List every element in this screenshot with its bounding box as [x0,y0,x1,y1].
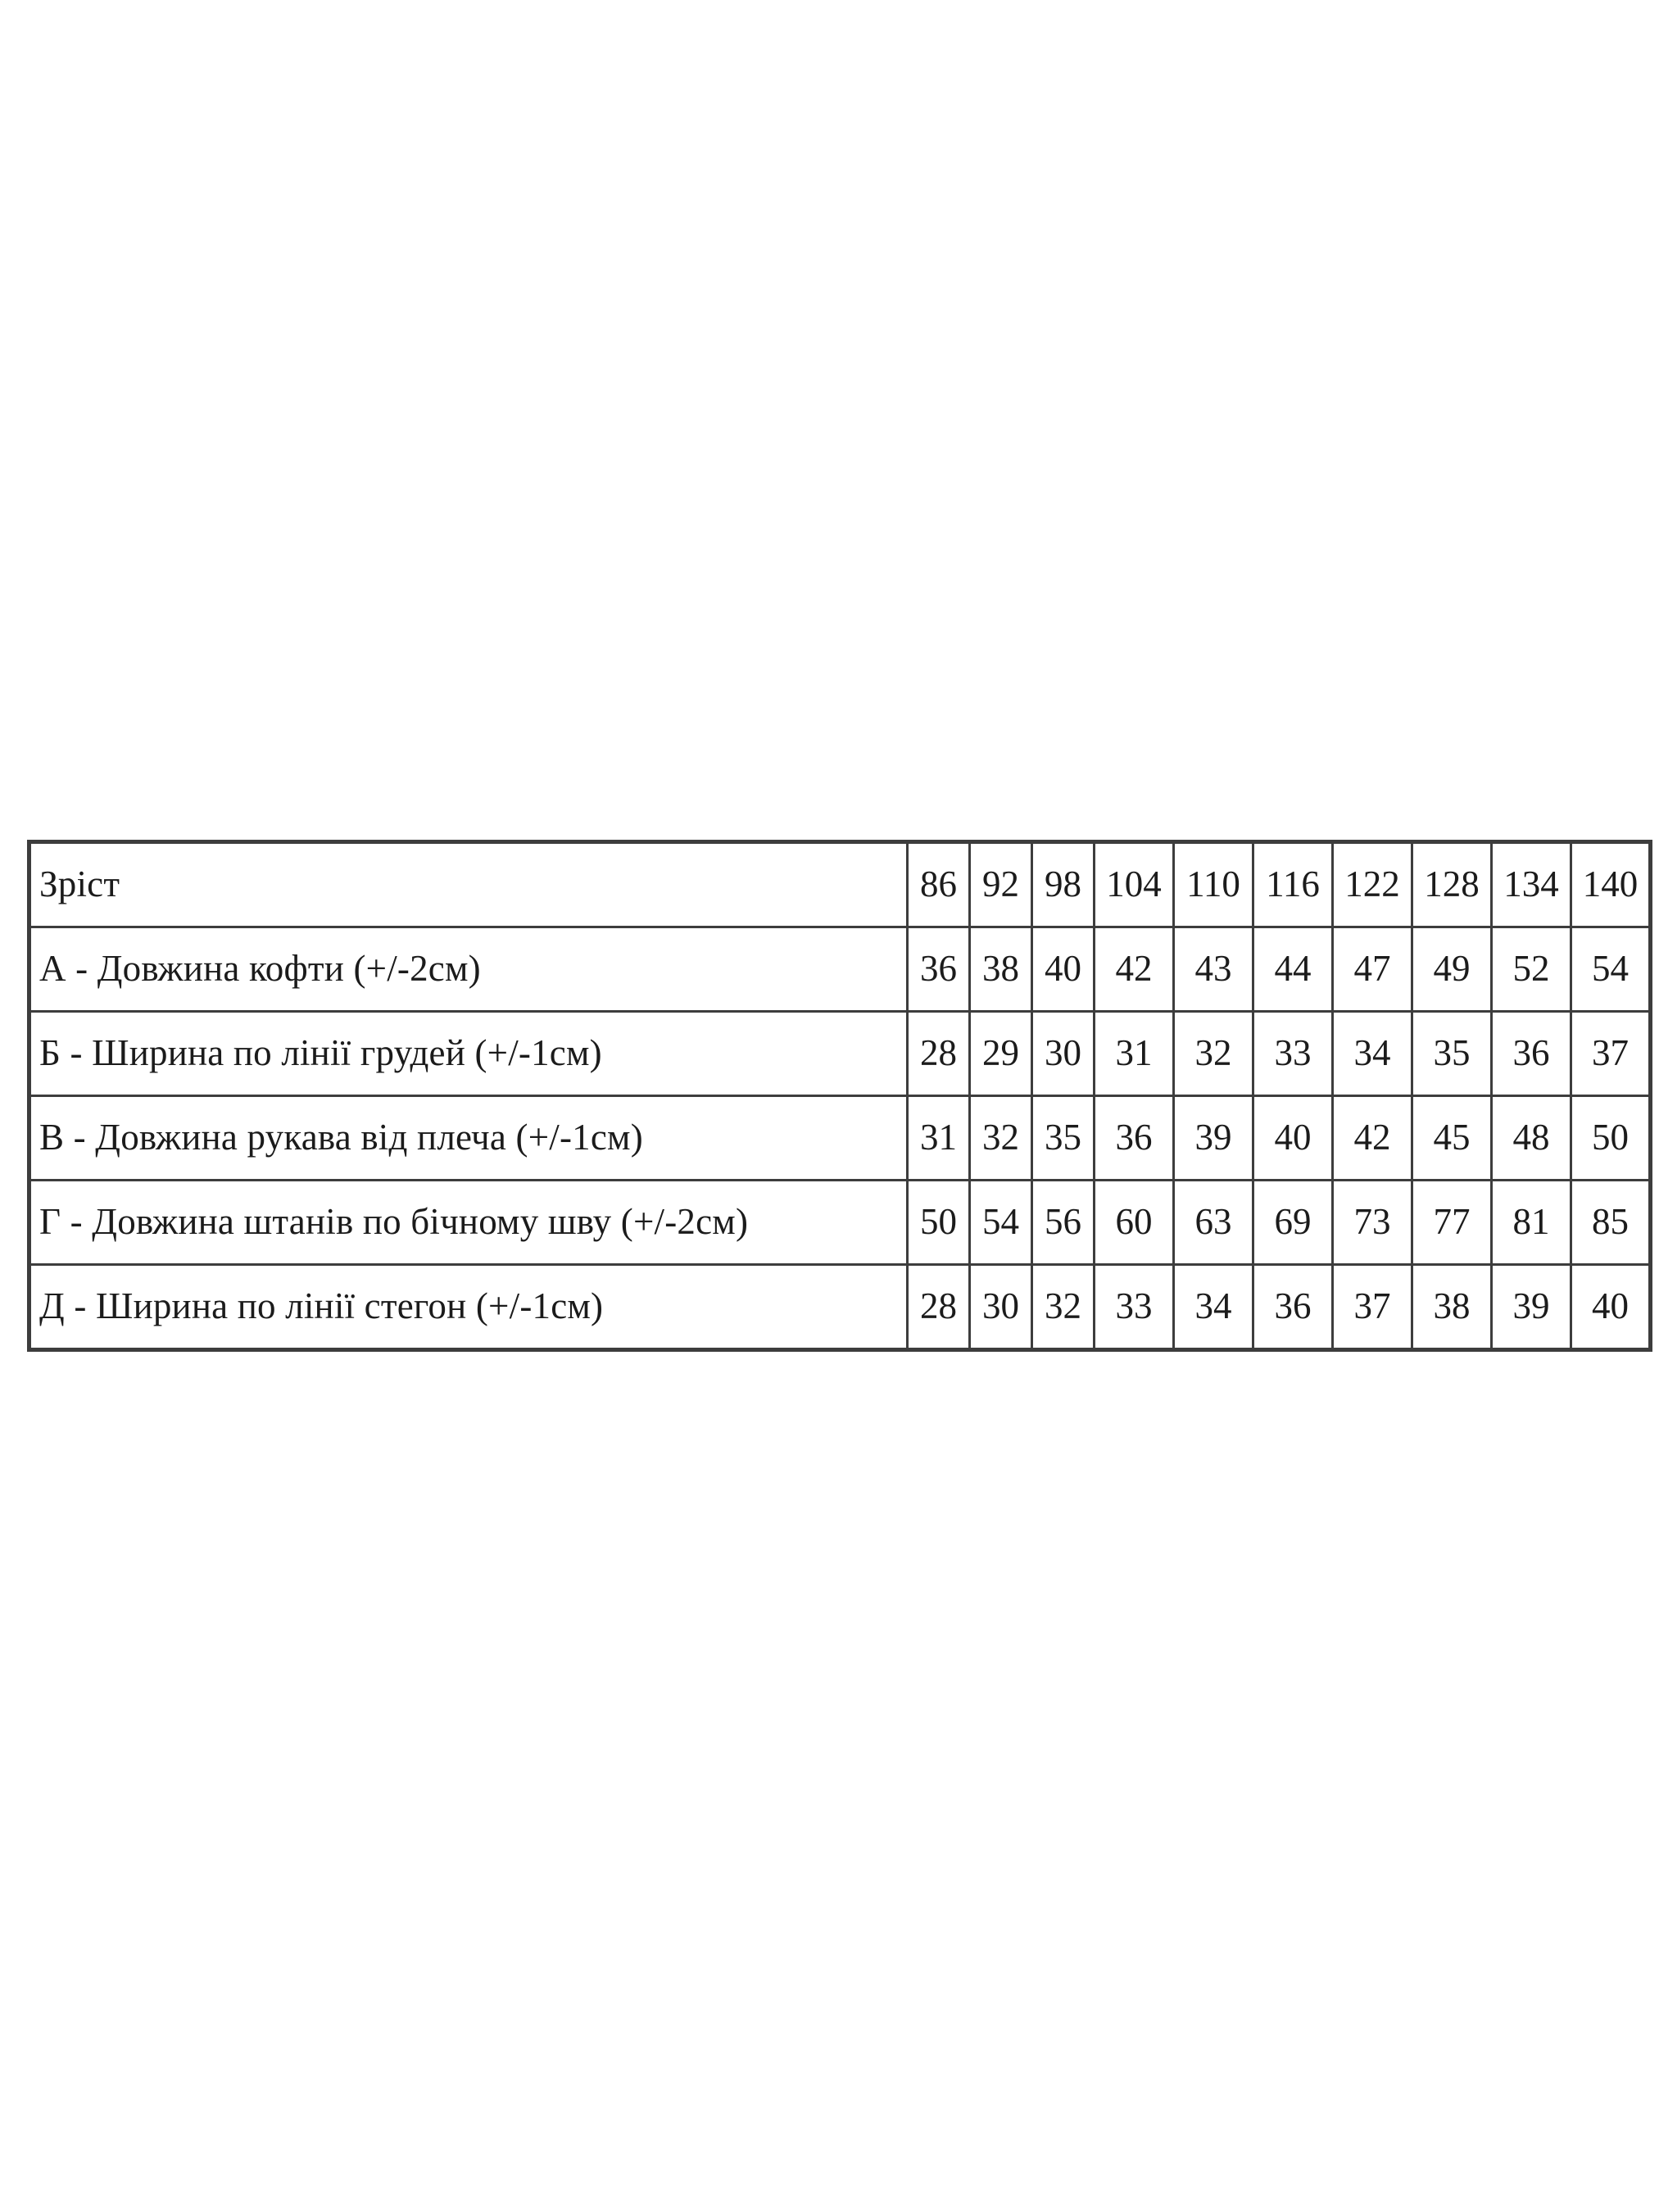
header-label-height: Зріст [28,841,909,928]
row-label-b: Б - Ширина по лінії грудей (+/-1см) [28,1010,909,1097]
cell-g-104: 60 [1093,1179,1175,1266]
cell-a-116: 44 [1252,926,1334,1013]
header-size-140: 140 [1570,841,1652,928]
cell-d-110: 34 [1172,1263,1254,1351]
table-row: Д - Ширина по лінії стегон (+/-1см) 28 3… [28,1263,1652,1351]
cell-v-98: 35 [1031,1095,1095,1181]
header-size-86: 86 [906,841,971,928]
cell-g-86: 50 [906,1179,971,1266]
table-row: А - Довжина кофти (+/-2см) 36 38 40 42 4… [28,926,1652,1013]
cell-b-98: 30 [1031,1010,1095,1097]
cell-b-140: 37 [1570,1010,1652,1097]
cell-d-116: 36 [1252,1263,1334,1351]
table-row: В - Довжина рукава від плеча (+/-1см) 31… [28,1095,1652,1181]
cell-v-116: 40 [1252,1095,1334,1181]
cell-v-128: 45 [1411,1095,1493,1181]
header-size-110: 110 [1172,841,1254,928]
cell-a-134: 52 [1490,926,1572,1013]
row-label-a: А - Довжина кофти (+/-2см) [28,926,909,1013]
header-size-92: 92 [968,841,1033,928]
size-chart-table: Зріст 86 92 98 104 110 116 122 128 134 1… [27,840,1652,1352]
cell-g-92: 54 [968,1179,1033,1266]
cell-b-134: 36 [1490,1010,1572,1097]
cell-v-134: 48 [1490,1095,1572,1181]
cell-a-92: 38 [968,926,1033,1013]
row-label-g: Г - Довжина штанів по бічному шву (+/-2с… [28,1179,909,1266]
cell-v-140: 50 [1570,1095,1652,1181]
cell-b-116: 33 [1252,1010,1334,1097]
header-size-104: 104 [1093,841,1175,928]
cell-d-122: 37 [1331,1263,1413,1351]
cell-b-110: 32 [1172,1010,1254,1097]
header-size-122: 122 [1331,841,1413,928]
row-label-d: Д - Ширина по лінії стегон (+/-1см) [28,1263,909,1351]
cell-d-92: 30 [968,1263,1033,1351]
cell-b-86: 28 [906,1010,971,1097]
header-size-116: 116 [1252,841,1334,928]
size-chart-body: Зріст 86 92 98 104 110 116 122 128 134 1… [28,841,1652,1351]
header-size-128: 128 [1411,841,1493,928]
cell-g-128: 77 [1411,1179,1493,1266]
size-chart-container: Зріст 86 92 98 104 110 116 122 128 134 1… [27,840,1652,1352]
header-size-98: 98 [1031,841,1095,928]
cell-a-104: 42 [1093,926,1175,1013]
cell-g-98: 56 [1031,1179,1095,1266]
cell-v-104: 36 [1093,1095,1175,1181]
cell-b-128: 35 [1411,1010,1493,1097]
table-row: Г - Довжина штанів по бічному шву (+/-2с… [28,1179,1652,1266]
cell-d-128: 38 [1411,1263,1493,1351]
cell-v-86: 31 [906,1095,971,1181]
table-row: Б - Ширина по лінії грудей (+/-1см) 28 2… [28,1010,1652,1097]
cell-v-122: 42 [1331,1095,1413,1181]
cell-a-110: 43 [1172,926,1254,1013]
cell-v-110: 39 [1172,1095,1254,1181]
cell-d-104: 33 [1093,1263,1175,1351]
cell-a-122: 47 [1331,926,1413,1013]
cell-a-86: 36 [906,926,971,1013]
cell-v-92: 32 [968,1095,1033,1181]
cell-g-140: 85 [1570,1179,1652,1266]
cell-g-134: 81 [1490,1179,1572,1266]
header-size-134: 134 [1490,841,1572,928]
cell-d-134: 39 [1490,1263,1572,1351]
cell-a-140: 54 [1570,926,1652,1013]
cell-g-122: 73 [1331,1179,1413,1266]
table-header-row: Зріст 86 92 98 104 110 116 122 128 134 1… [28,841,1652,928]
cell-a-98: 40 [1031,926,1095,1013]
cell-d-98: 32 [1031,1263,1095,1351]
cell-g-110: 63 [1172,1179,1254,1266]
cell-a-128: 49 [1411,926,1493,1013]
cell-b-122: 34 [1331,1010,1413,1097]
cell-b-104: 31 [1093,1010,1175,1097]
cell-d-86: 28 [906,1263,971,1351]
cell-g-116: 69 [1252,1179,1334,1266]
cell-d-140: 40 [1570,1263,1652,1351]
row-label-v: В - Довжина рукава від плеча (+/-1см) [28,1095,909,1181]
cell-b-92: 29 [968,1010,1033,1097]
